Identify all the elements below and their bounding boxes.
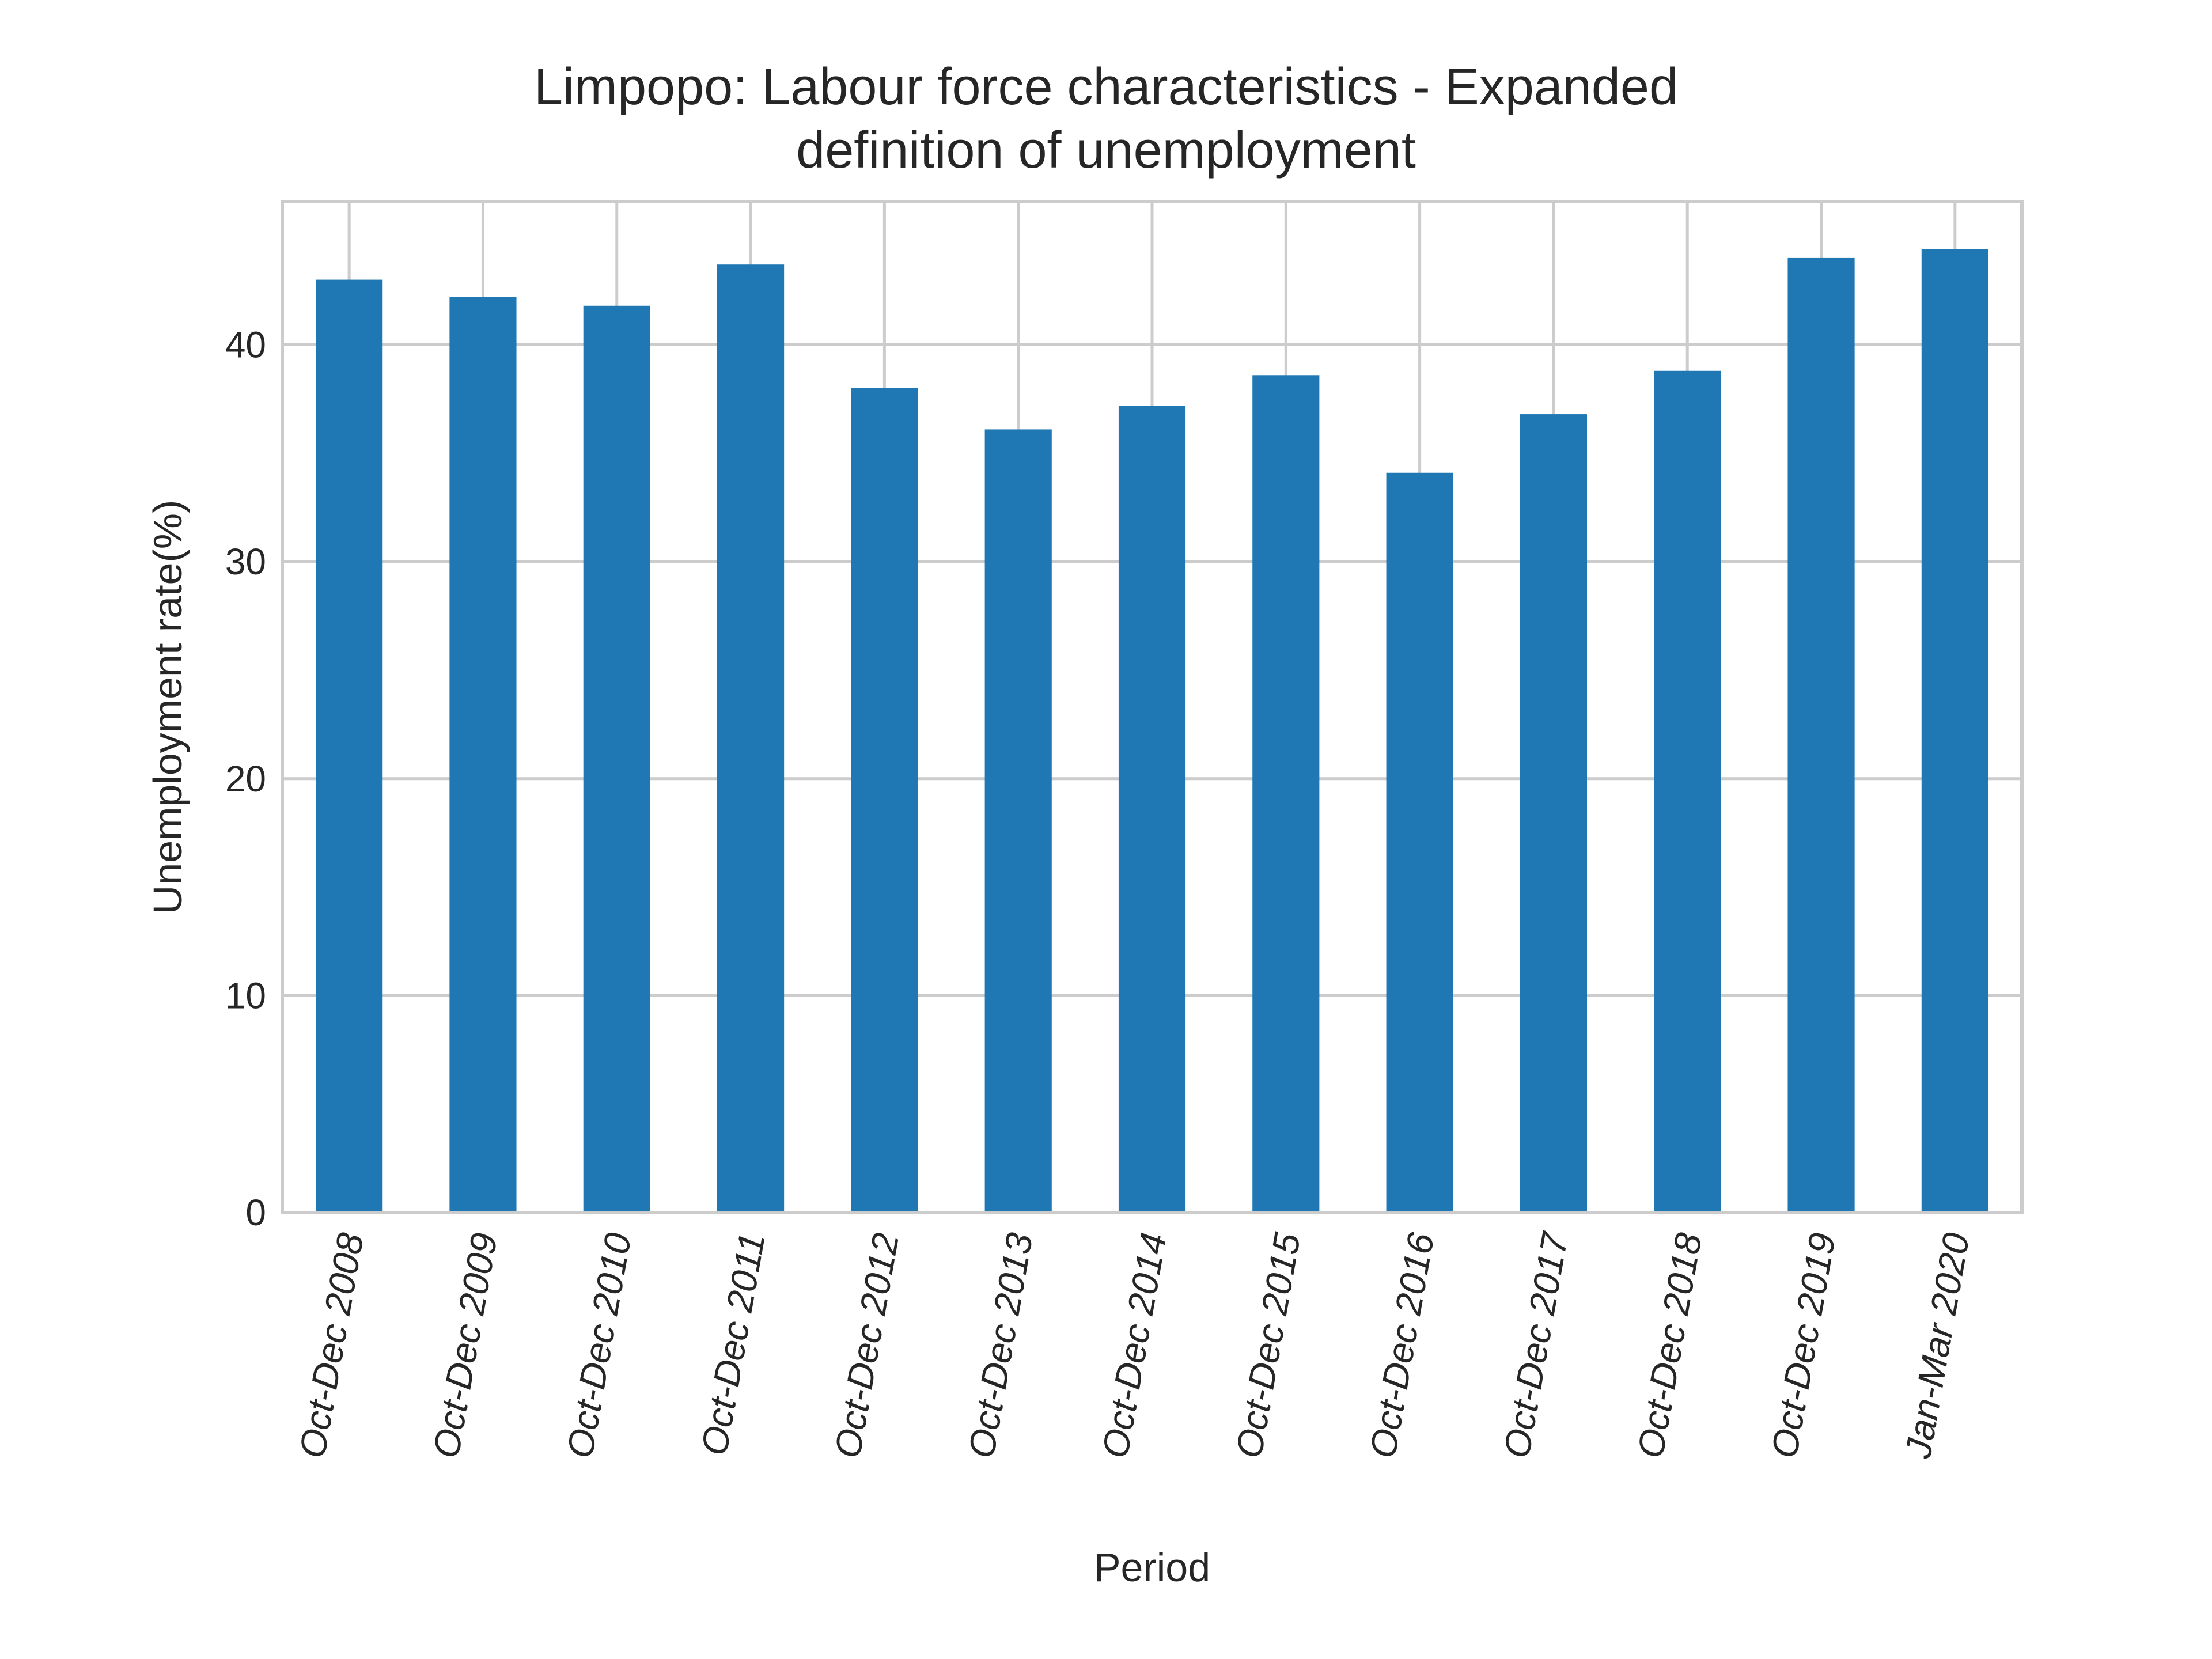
x-axis-label: Period: [1094, 1545, 1210, 1590]
bar: [1118, 406, 1186, 1213]
bar: [1252, 375, 1320, 1213]
x-tick-label: Oct-Dec 2008: [291, 1230, 372, 1461]
bar: [1787, 257, 1855, 1213]
x-tick-label: Oct-Dec 2010: [559, 1230, 639, 1461]
plot-frame: [281, 200, 2024, 1214]
bar: [449, 297, 517, 1213]
y-axis-label: Unemployment rate(%): [145, 500, 190, 915]
y-tick-label: 0: [245, 1192, 266, 1233]
y-tick-label: 30: [225, 541, 266, 582]
x-tick-label: Oct-Dec 2009: [425, 1230, 505, 1461]
axes: [281, 200, 2024, 1214]
x-tick-label: Oct-Dec 2013: [960, 1230, 1041, 1461]
bar: [1386, 472, 1453, 1213]
bar: [851, 388, 918, 1213]
bar: [1654, 370, 1721, 1213]
bar: [316, 279, 383, 1213]
x-tick-label: Oct-Dec 2016: [1362, 1230, 1442, 1461]
x-tick-label: Oct-Dec 2012: [827, 1230, 907, 1461]
bar: [717, 264, 785, 1213]
bar: [984, 429, 1052, 1213]
bar: [1921, 249, 1988, 1213]
x-tick-label: Oct-Dec 2011: [693, 1230, 773, 1459]
bar: [1520, 414, 1587, 1213]
y-tick-label: 10: [225, 975, 266, 1016]
bar: [583, 305, 650, 1213]
x-tick-label: Oct-Dec 2017: [1495, 1229, 1576, 1461]
x-tick-label: Oct-Dec 2014: [1094, 1230, 1174, 1461]
x-tick-label: Oct-Dec 2015: [1228, 1230, 1309, 1461]
y-tick-label: 40: [225, 324, 266, 366]
chart-title-line-2: definition of unemployment: [796, 122, 1416, 179]
x-tick-label: Oct-Dec 2019: [1763, 1230, 1843, 1461]
chart-title-line-1: Limpopo: Labour force characteristics - …: [533, 58, 1679, 116]
bars: [316, 249, 1988, 1213]
x-tick-label: Jan-Mar 2020: [1897, 1230, 1978, 1462]
x-tick-label: Oct-Dec 2018: [1630, 1230, 1710, 1461]
y-tick-label: 20: [225, 758, 266, 800]
